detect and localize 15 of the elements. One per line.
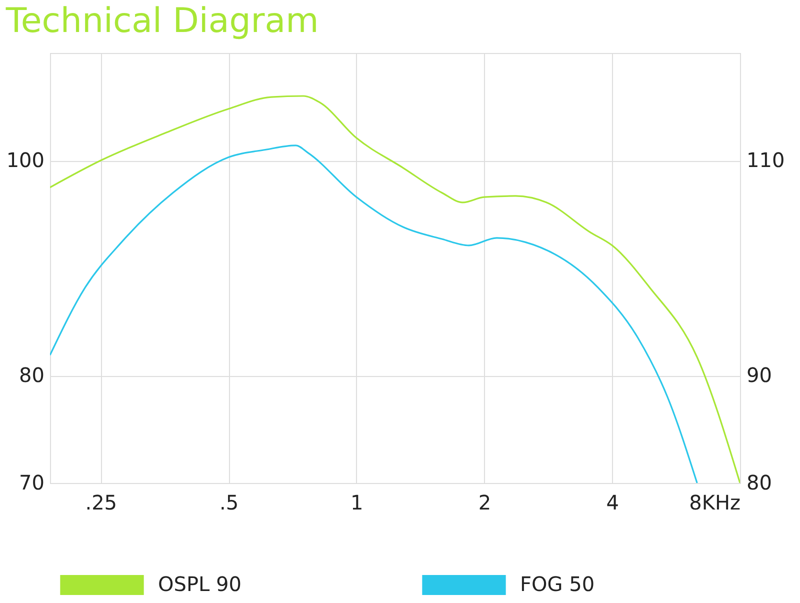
y-tick-label: 100 (6, 148, 44, 172)
legend-label: FOG 50 (520, 572, 595, 596)
x-tick-label: 2 (478, 490, 492, 514)
y2-tick-label: 80 (746, 470, 772, 494)
y-tick-label: 70 (19, 470, 44, 494)
y2-tick-label: 110 (746, 148, 785, 172)
x-tick-label: 1 (350, 490, 364, 514)
chart-title: Technical Diagram (4, 1, 319, 41)
x-tick-label: .5 (219, 490, 239, 514)
y2-tick-label: 90 (746, 363, 772, 387)
legend-label: OSPL 90 (158, 572, 242, 596)
x-tick-label: 8KHz (689, 490, 740, 514)
y-tick-label: 80 (19, 363, 44, 387)
x-tick-label: .25 (85, 490, 118, 514)
x-tick-label: 4 (606, 490, 619, 514)
